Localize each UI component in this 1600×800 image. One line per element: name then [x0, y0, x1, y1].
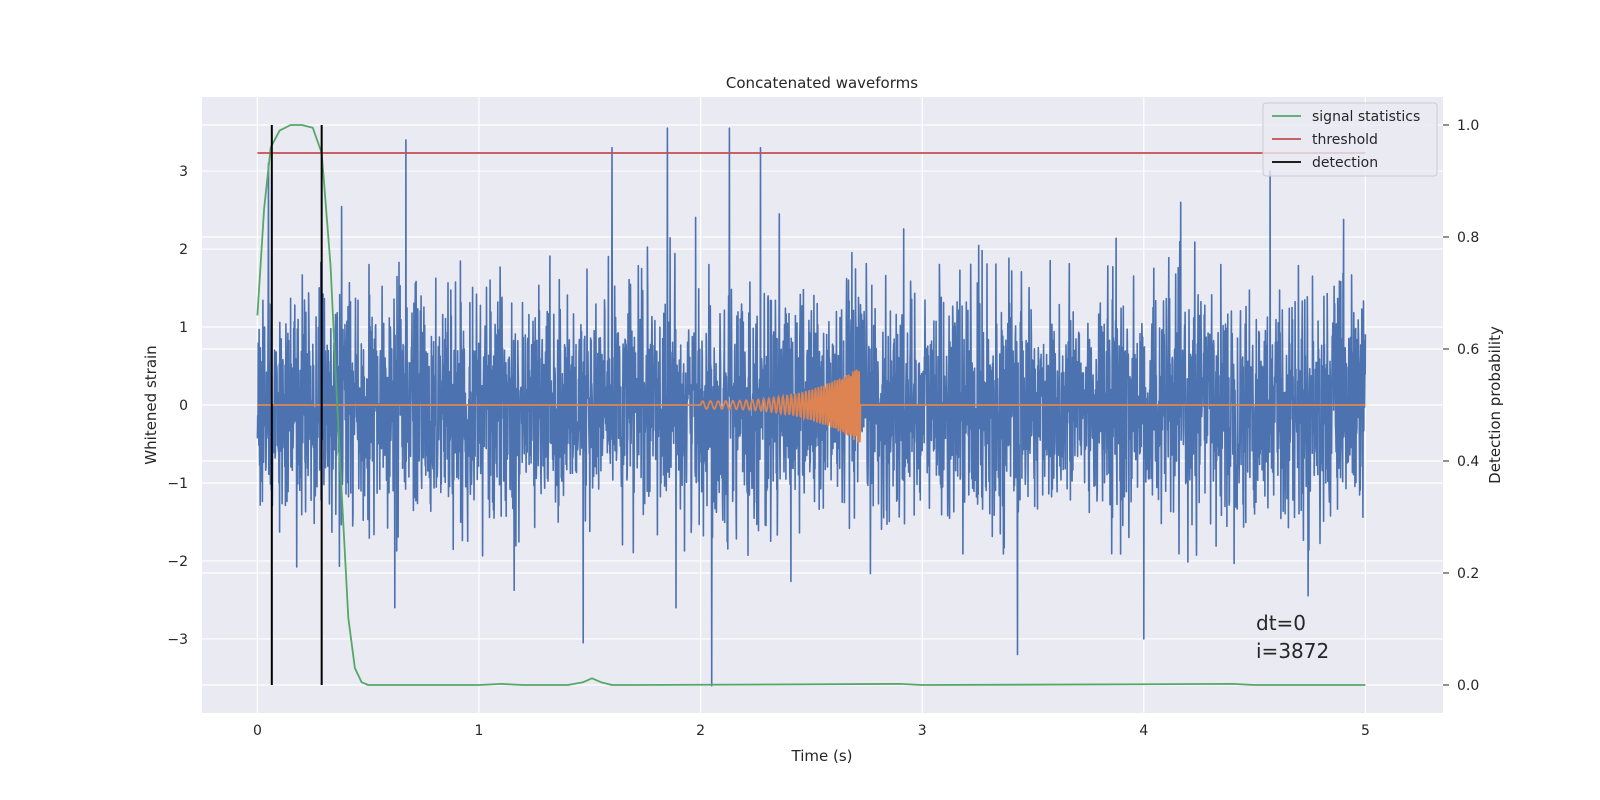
chart-title: Concatenated waveforms: [726, 74, 918, 92]
y-tick-label: 0: [179, 398, 188, 414]
series-injected-chirp-line: [257, 369, 1366, 443]
x-tick-label: 2: [696, 723, 705, 739]
x-tick-label: 0: [253, 723, 262, 739]
y-tick-label: 3: [179, 164, 188, 180]
y-tick-label: −1: [167, 476, 188, 492]
legend-box: [1262, 102, 1438, 177]
annotation-dt: dt=0: [1256, 611, 1306, 635]
tick-labels: 0 1 2 3 4 5 −3 −2 −1 0 1 2 3 0.0 0.2 0.4 0.6 0.8 1.0: [167, 118, 1479, 739]
x-tick-label: 4: [1139, 723, 1148, 739]
x-tick-label: 1: [475, 723, 484, 739]
y2-tick-label: 0.8: [1457, 230, 1479, 246]
y-tick-label: 2: [179, 242, 188, 258]
y2-tick-label: 0.6: [1457, 342, 1479, 358]
y-tick-label: 1: [179, 320, 188, 336]
legend-label-detection: detection: [1312, 155, 1378, 171]
x-tick-label: 3: [918, 723, 927, 739]
series-signal-statistics-line: [256, 124, 1366, 686]
y-tick-label: −3: [167, 632, 188, 648]
y-axis-label: Whitened strain: [142, 345, 160, 464]
series-layer: [256, 124, 1367, 687]
legend-label-threshold: threshold: [1312, 132, 1378, 148]
y2-tick-label: 0.2: [1457, 566, 1479, 582]
y2-tick-label: 0.4: [1457, 454, 1479, 470]
annotation-i: i=3872: [1256, 639, 1329, 663]
legend-label-signal-statistics: signal statistics: [1312, 109, 1420, 125]
y-tick-label: −2: [167, 554, 188, 570]
legend: signal statistics threshold detection: [1262, 102, 1438, 177]
x-tick-label: 5: [1361, 723, 1370, 739]
y2-tick-label: 0.0: [1457, 678, 1479, 694]
y2-tick-label: 1.0: [1457, 118, 1479, 134]
y2-axis-label: Detection probability: [1486, 326, 1504, 484]
x-axis-label: Time (s): [791, 747, 853, 765]
series-whitened-strain-line: [256, 127, 1367, 687]
